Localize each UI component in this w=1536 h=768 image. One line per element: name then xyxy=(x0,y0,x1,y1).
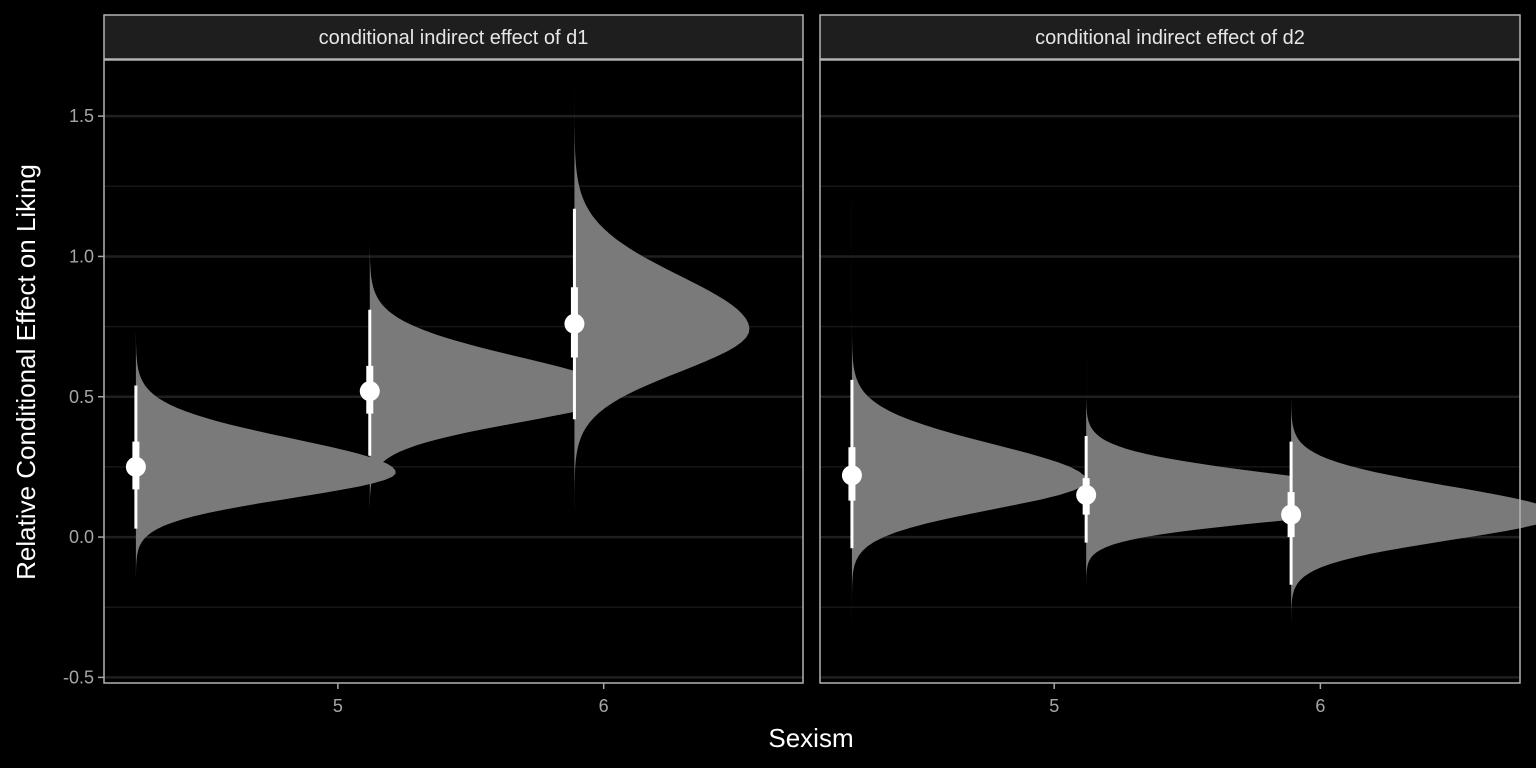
y-tick-label: 1.5 xyxy=(69,106,94,126)
density-slab xyxy=(851,200,1087,622)
y-tick-label: 0.5 xyxy=(69,387,94,407)
density-slab xyxy=(1291,357,1536,653)
median-point xyxy=(1076,484,1097,505)
x-tick-label: 5 xyxy=(333,696,343,716)
x-tick-label: 5 xyxy=(1049,696,1059,716)
density-layer xyxy=(135,88,1536,653)
interval-layer xyxy=(125,208,1302,585)
y-axis-title: Relative Conditional Effect on Liking xyxy=(11,164,41,580)
median-point xyxy=(841,465,862,486)
density-slab xyxy=(369,222,620,518)
label-layer: conditional indirect effect of d1 5 6 condi… xyxy=(63,27,1325,716)
strip-label: conditional indirect effect of d1 xyxy=(319,27,589,49)
y-tick-label: -0.5 xyxy=(63,667,94,687)
x-tick-label: 6 xyxy=(599,696,609,716)
median-point xyxy=(564,313,585,334)
y-tick-label: 0.0 xyxy=(69,527,94,547)
panel-border xyxy=(819,59,1521,684)
strip-background xyxy=(819,14,1521,60)
x-tick-label: 6 xyxy=(1315,696,1325,716)
density-slab xyxy=(574,88,750,512)
strip-background xyxy=(103,14,804,60)
x-axis-title: Sexism xyxy=(768,723,853,753)
density-slab xyxy=(1086,360,1416,588)
strip-label: conditional indirect effect of d2 xyxy=(1035,27,1305,49)
frame-layer xyxy=(98,14,1521,689)
median-point xyxy=(1281,504,1302,525)
median-point xyxy=(359,381,380,402)
y-tick-label: 1.0 xyxy=(69,246,94,266)
panel-border xyxy=(103,59,804,684)
median-point xyxy=(125,456,146,477)
density-slab xyxy=(135,309,396,605)
